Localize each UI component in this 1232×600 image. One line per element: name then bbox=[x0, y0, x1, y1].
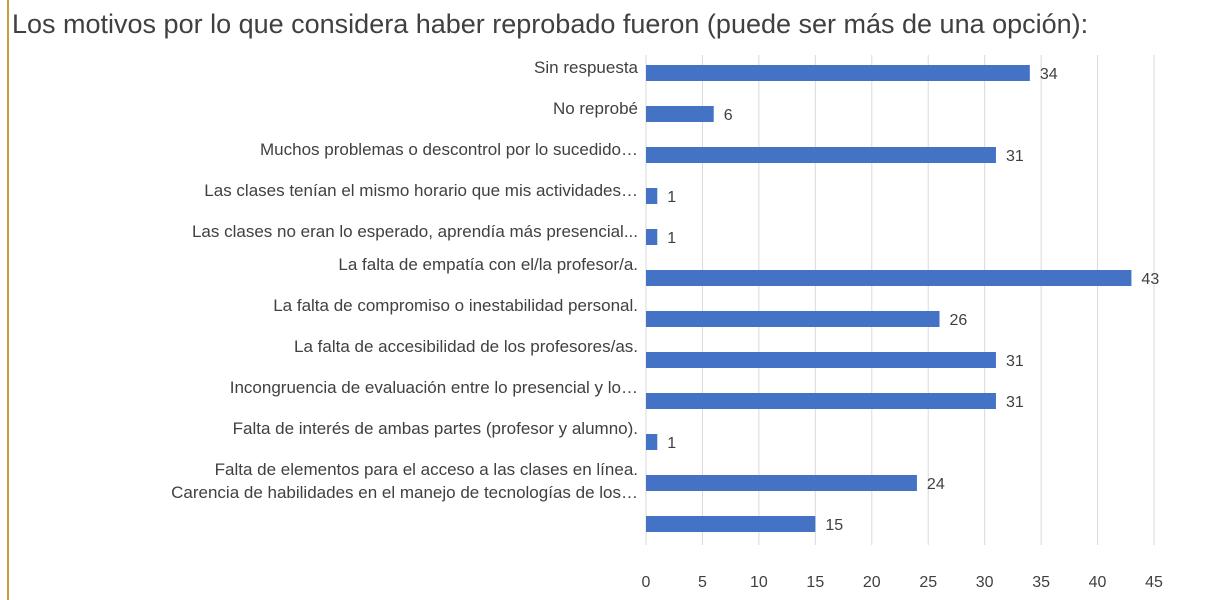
value-label: 43 bbox=[1141, 271, 1159, 288]
y-tick-label: Las clases tenían el mismo horario que m… bbox=[204, 181, 638, 200]
bar bbox=[646, 270, 1132, 286]
x-tick-label: 20 bbox=[863, 574, 881, 591]
x-tick-label: 25 bbox=[919, 574, 937, 591]
bar bbox=[646, 311, 940, 327]
y-tick-label: Falta de interés de ambas partes (profes… bbox=[232, 419, 638, 438]
value-label: 24 bbox=[927, 476, 945, 493]
chart-title: Los motivos por lo que considera haber r… bbox=[12, 9, 1089, 39]
x-tick-label: 30 bbox=[976, 574, 994, 591]
x-tick-label: 5 bbox=[698, 574, 707, 591]
bar bbox=[646, 188, 658, 204]
x-tick-label: 45 bbox=[1145, 574, 1163, 591]
x-tick-label: 0 bbox=[642, 574, 651, 591]
value-label: 26 bbox=[950, 312, 968, 329]
value-label: 15 bbox=[825, 517, 843, 534]
value-label: 1 bbox=[667, 189, 676, 206]
bar bbox=[646, 106, 714, 122]
value-label: 31 bbox=[1006, 394, 1024, 411]
x-tick-label: 15 bbox=[806, 574, 824, 591]
value-label: 1 bbox=[667, 435, 676, 452]
bar bbox=[646, 147, 996, 163]
y-tick-label: Sin respuesta bbox=[534, 58, 638, 77]
y-tick-label: No reprobé bbox=[552, 99, 638, 118]
bar bbox=[646, 516, 816, 532]
value-label: 6 bbox=[724, 107, 733, 124]
bar bbox=[646, 229, 658, 245]
value-label: 31 bbox=[1006, 148, 1024, 165]
bar bbox=[646, 434, 658, 450]
y-tick-label: Las clases no eran lo esperado, aprendía… bbox=[191, 222, 638, 241]
bar bbox=[646, 65, 1030, 81]
y-tick-label: Muchos problemas o descontrol por lo suc… bbox=[260, 140, 638, 159]
y-tick-label: Carencia de habilidades en el manejo de … bbox=[171, 483, 638, 502]
value-label: 1 bbox=[667, 230, 676, 247]
y-tick-label: La falta de empatía con el/la profesor/a… bbox=[338, 255, 638, 274]
x-tick-label: 40 bbox=[1089, 574, 1107, 591]
x-tick-label: 35 bbox=[1032, 574, 1050, 591]
x-tick-label: 10 bbox=[750, 574, 768, 591]
value-label: 34 bbox=[1040, 66, 1058, 83]
y-tick-label: Falta de elementos para el acceso a las … bbox=[214, 460, 638, 479]
y-tick-label: La falta de compromiso o inestabilidad p… bbox=[273, 296, 638, 315]
bar bbox=[646, 393, 996, 409]
bar bbox=[646, 352, 996, 368]
y-tick-label: La falta de accesibilidad de los profeso… bbox=[294, 337, 638, 356]
y-tick-label: Incongruencia de evaluación entre lo pre… bbox=[229, 378, 638, 397]
bar bbox=[646, 475, 917, 491]
value-label: 31 bbox=[1006, 353, 1024, 370]
